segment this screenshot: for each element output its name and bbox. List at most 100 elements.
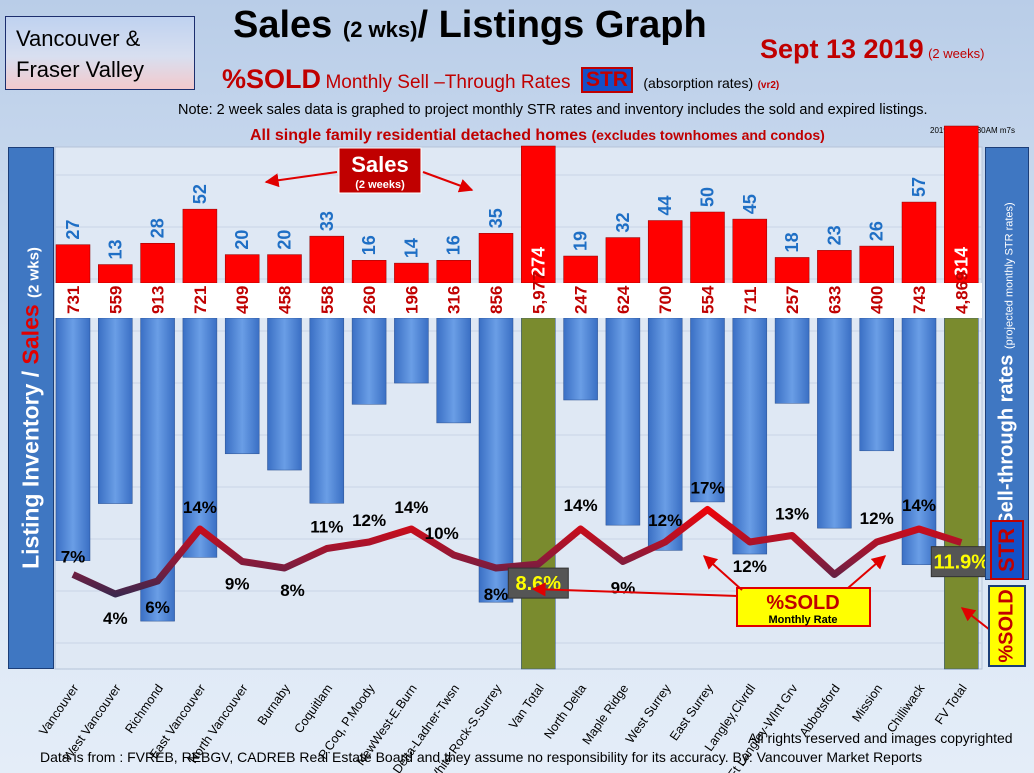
- sold-callout-title: %SOLD: [766, 592, 839, 614]
- listing-bar: [690, 317, 725, 503]
- copyright-text: All rights reserved and images copyright…: [748, 730, 1013, 746]
- sell-through-label: Monthly Sell –Through Rates: [325, 72, 571, 93]
- scope-note: (excludes townhomes and condos): [591, 127, 825, 143]
- sales-bar: [224, 254, 260, 284]
- listing-bar: [478, 317, 514, 603]
- sales-value-label: 26: [867, 221, 887, 241]
- category-label: Chilliwack: [884, 681, 928, 735]
- listing-bar: [351, 317, 387, 405]
- sold-callout-sub: Monthly Rate: [768, 614, 837, 626]
- listing-bar: [521, 317, 556, 670]
- annotations: Sales (2 weeks) %SOLD Monthly Rate: [264, 147, 991, 631]
- sales-value-label: 23: [824, 225, 844, 245]
- source-text: Data is from : FVREB, REBGV, CADREB Real…: [40, 749, 923, 765]
- sold-point-label: 9%: [611, 579, 636, 598]
- right-axis-title: Sell-through rates (projected monthly ST…: [996, 202, 1019, 525]
- listing-value-label: 316: [445, 286, 464, 314]
- sold-point-label: 14%: [183, 498, 217, 517]
- sales-value-label: 28: [148, 218, 168, 238]
- listing-bar: [436, 317, 471, 424]
- sold-point-label: 11%: [310, 518, 343, 537]
- sales-bar: [98, 264, 133, 284]
- listing-bar: [774, 317, 810, 404]
- sales-value-label: 20: [232, 230, 252, 250]
- sales-bar: [436, 260, 471, 284]
- sales-bar: [563, 255, 598, 284]
- listing-value-label: 247: [572, 286, 591, 314]
- sales-value-label: 32: [613, 213, 633, 233]
- sales-bar: [817, 250, 852, 284]
- sales-bar: [140, 242, 175, 284]
- sold-arrow-4: [960, 607, 991, 631]
- listing-bar: [732, 317, 768, 555]
- sold-arrow-3: [847, 555, 887, 589]
- listing-bar: [647, 317, 683, 551]
- sold-point-label: 12%: [733, 557, 767, 576]
- listing-bar: [901, 317, 937, 565]
- scope-text: All single family residential detached h…: [250, 127, 587, 144]
- sales-value-label: 314: [951, 247, 971, 277]
- sold-point-label: 13%: [775, 505, 809, 524]
- sales-value-label: 44: [655, 195, 675, 215]
- version-label: (vr2): [757, 80, 780, 91]
- region-box: Vancouver & Fraser Valley: [5, 16, 195, 90]
- sold-total-label: 8.6%: [516, 573, 562, 595]
- sales-callout-sub: (2 weeks): [355, 179, 405, 191]
- listing-bar: [563, 317, 598, 401]
- category-label: FV Total: [932, 682, 970, 727]
- sales-value-label: 18: [782, 232, 802, 252]
- right-axis-banner: Sell-through rates (projected monthly ST…: [985, 147, 1029, 580]
- bars: 27 13 28 52 20 20 33 16 14 16 35 274 19 32 44 50 45 18 23 2…: [55, 125, 979, 670]
- sales-bar: [901, 201, 937, 284]
- sales-value-label: 19: [571, 231, 591, 251]
- sales-bar: [478, 233, 514, 284]
- sales-value-label: 33: [317, 211, 337, 231]
- sold-line-path: [71, 506, 963, 598]
- listing-value-label: 196: [402, 286, 421, 314]
- note-text: Note: 2 week sales data is graphed to pr…: [178, 102, 928, 118]
- sold-point-label: 14%: [394, 498, 428, 517]
- sold-point-label: 14%: [902, 496, 936, 515]
- scope-line: All single family residential detached h…: [250, 127, 825, 145]
- sales-bar: [182, 208, 218, 284]
- sales-value-label: 14: [401, 238, 421, 258]
- listing-value-label: 409: [233, 286, 252, 314]
- title-small: (2 wks): [342, 17, 418, 42]
- sales-bar: [732, 218, 768, 284]
- sales-bar: [351, 260, 387, 284]
- sales-value-label: 57: [909, 177, 929, 197]
- listing-value-label: 743: [910, 286, 929, 314]
- listing-value-label: 624: [614, 285, 633, 314]
- listing-value-label: 558: [318, 286, 337, 314]
- sold-point-label: 6%: [145, 598, 170, 617]
- listing-bar: [605, 317, 641, 526]
- sold-point-label: 4%: [103, 609, 128, 628]
- sold-tag: %SOLD: [988, 585, 1026, 667]
- pct-sold-label: %SOLD: [222, 64, 322, 94]
- sales-value-label: 16: [444, 235, 464, 255]
- right-axis-note: (projected monthly STR rates): [1003, 201, 1016, 349]
- listing-bar: [309, 317, 345, 504]
- listing-bar: [182, 317, 218, 558]
- sold-point-label: 12%: [860, 509, 894, 528]
- listing-value-label: 260: [360, 286, 379, 314]
- sold-point-label: 10%: [425, 524, 459, 543]
- listing-bar: [817, 317, 852, 529]
- listing-value-label: 721: [191, 286, 210, 314]
- sold-arrow-2: [702, 555, 743, 591]
- sold-point-label: 9%: [225, 575, 250, 594]
- sold-point-label: 8%: [484, 585, 509, 604]
- sold-line: 7% 4% 6% 14% 9% 8% 11% 12% 14% 10% 8% 8.6% 14% 9% 12% 1…: [61, 479, 992, 628]
- page-title: Sales (2 wks)/ Listings Graph: [233, 4, 707, 47]
- title-main: Sales: [233, 4, 333, 46]
- sales-value-label: 35: [486, 208, 506, 228]
- listing-value-label: 731: [64, 286, 83, 314]
- sales-bar: [690, 211, 725, 284]
- category-label: North Delta: [541, 682, 589, 742]
- category-label: Mission: [849, 682, 885, 725]
- listing-value-label: 458: [276, 286, 295, 314]
- sales-bar: [605, 237, 641, 284]
- sales-value-label: 274: [528, 247, 548, 277]
- listing-bar: [267, 317, 302, 471]
- str-tag: STR: [990, 520, 1024, 580]
